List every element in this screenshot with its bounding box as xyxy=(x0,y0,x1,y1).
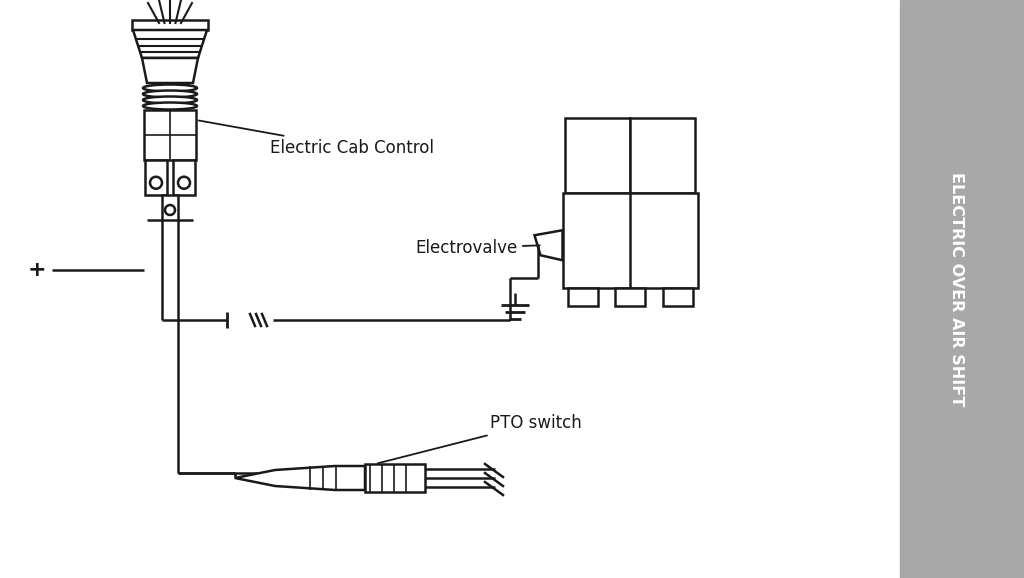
Polygon shape xyxy=(133,30,207,58)
Bar xyxy=(152,83,188,92)
Ellipse shape xyxy=(143,84,197,91)
Bar xyxy=(145,160,167,195)
Text: ELECTRIC OVER AIR SHIFT: ELECTRIC OVER AIR SHIFT xyxy=(949,172,965,406)
Ellipse shape xyxy=(143,91,197,98)
Circle shape xyxy=(165,205,175,215)
Bar xyxy=(162,195,178,220)
Bar xyxy=(144,110,196,160)
Ellipse shape xyxy=(143,97,197,103)
Bar xyxy=(900,0,1024,578)
Circle shape xyxy=(178,177,190,189)
Text: +: + xyxy=(28,260,47,280)
Bar xyxy=(630,118,695,193)
Polygon shape xyxy=(535,230,562,260)
Circle shape xyxy=(150,177,162,189)
Bar xyxy=(565,118,630,193)
Bar xyxy=(173,160,195,195)
Text: PTO switch: PTO switch xyxy=(378,414,582,464)
Bar xyxy=(567,288,597,306)
Bar xyxy=(365,464,425,492)
Bar xyxy=(562,193,697,288)
Bar xyxy=(132,20,208,30)
Polygon shape xyxy=(234,466,365,490)
Text: Electric Cab Control: Electric Cab Control xyxy=(199,120,434,157)
Text: Electrovalve: Electrovalve xyxy=(415,239,540,257)
Polygon shape xyxy=(142,58,198,83)
Bar xyxy=(663,288,692,306)
Ellipse shape xyxy=(143,102,197,109)
Bar xyxy=(615,288,645,306)
